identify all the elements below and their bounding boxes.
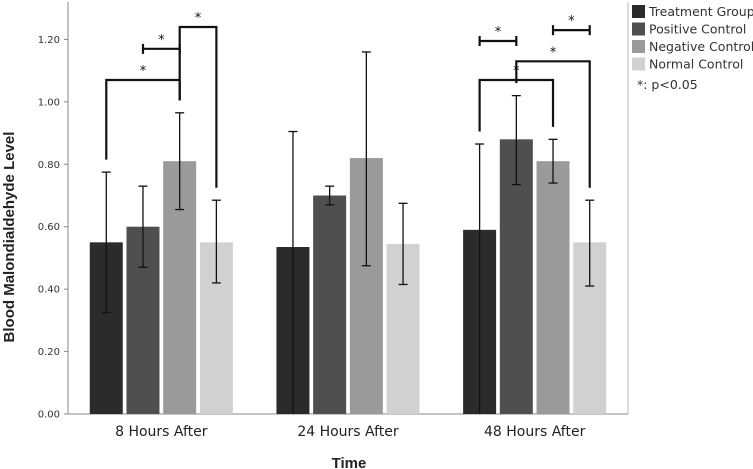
- bars: [89, 139, 607, 415]
- significance-bracket: [178, 25, 218, 188]
- legend-swatch: [632, 57, 645, 71]
- y-tick-label: 0.60: [38, 222, 60, 233]
- significance-bracket: [478, 36, 518, 47]
- significance-star: *: [550, 45, 557, 60]
- y-tick-label: 0.40: [38, 285, 60, 296]
- y-ticks: 0.00 0.20 0.40 0.60 0.80 1.00 1.20: [38, 35, 68, 421]
- y-tick-label: 0.00: [38, 410, 60, 421]
- bar: [536, 161, 570, 414]
- error-bars: [101, 51, 595, 414]
- y-tick-label: 0.80: [38, 160, 60, 171]
- category-label: 8 Hours After: [115, 424, 208, 440]
- legend-label: Negative Control: [649, 39, 753, 54]
- x-axis-title: Time: [332, 455, 367, 469]
- category-labels: 8 Hours After 24 Hours After 48 Hours Afte…: [115, 424, 585, 440]
- significance-star: *: [495, 25, 502, 40]
- significance-bracket: [551, 25, 591, 36]
- significance-bracket: [105, 78, 181, 160]
- significance-star: *: [140, 64, 147, 79]
- legend-swatch: [632, 22, 645, 36]
- significance-star: *: [568, 14, 575, 29]
- significance-brackets: *******: [105, 11, 591, 188]
- significance-note: *: p<0.05: [637, 77, 698, 92]
- y-tick-label: 0.20: [38, 347, 60, 358]
- legend-swatch: [632, 5, 645, 18]
- category-label: 48 Hours After: [484, 424, 586, 440]
- legend-label: Normal Control: [649, 57, 743, 72]
- significance-bracket: [515, 60, 591, 188]
- legend: Treatment Group Positive Control Negative …: [632, 4, 753, 72]
- significance-star: *: [158, 33, 165, 48]
- significance-star: *: [195, 11, 202, 26]
- bar: [313, 195, 347, 414]
- legend-label: Positive Control: [649, 22, 746, 37]
- y-tick-label: 1.20: [38, 35, 60, 46]
- category-label: 24 Hours After: [297, 424, 399, 440]
- y-tick-label: 1.00: [38, 97, 60, 108]
- y-axis-title: Blood Malondialdehyde Level: [1, 132, 18, 343]
- legend-swatch: [632, 40, 645, 53]
- legend-label: Treatment Group: [648, 4, 753, 19]
